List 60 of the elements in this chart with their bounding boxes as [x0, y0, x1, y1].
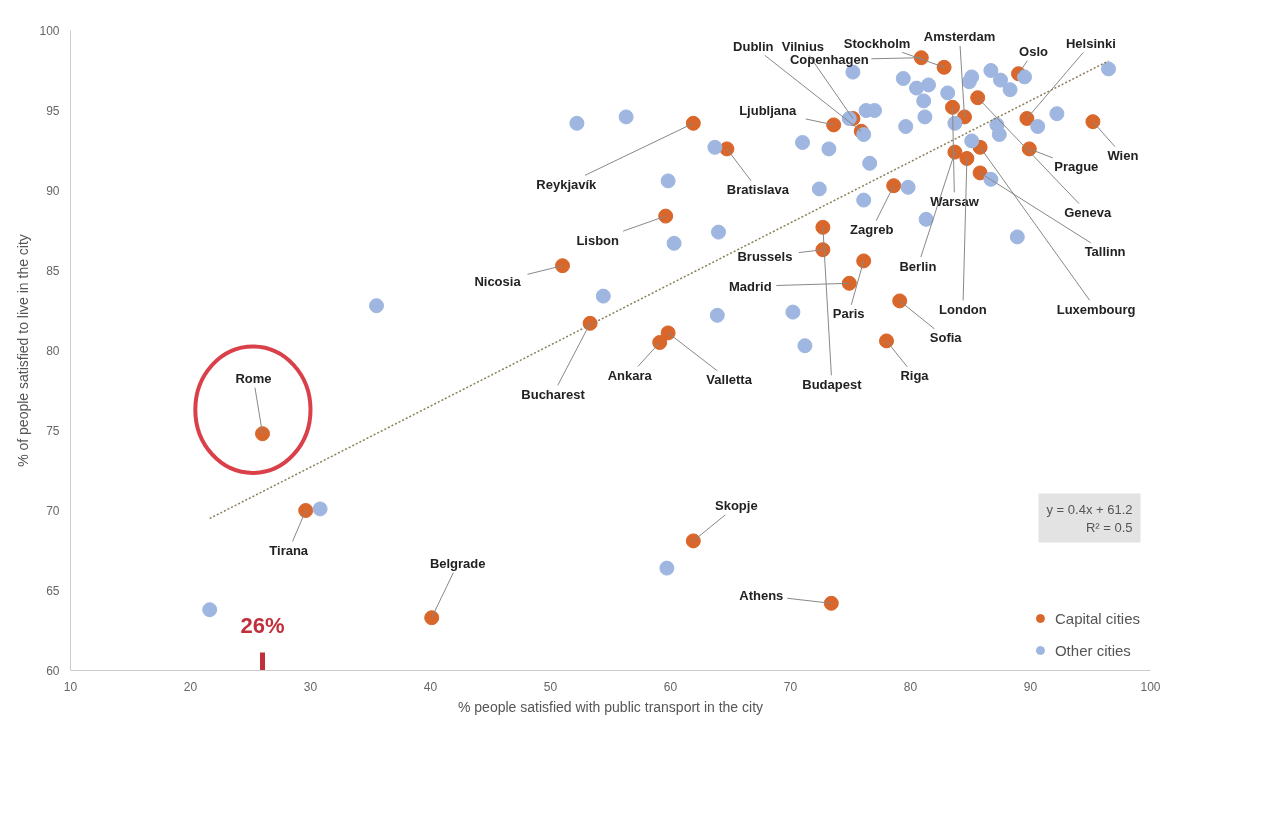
annotation: Stockholm [843, 35, 911, 51]
annotation: Oslo [1019, 44, 1049, 60]
annotation: Athens [739, 587, 784, 603]
x-tick-label: 70 [783, 679, 798, 694]
annotation: Bucharest [521, 386, 586, 402]
y-axis-title: % of people satisfied to live in the city [15, 234, 32, 467]
annotation: Prague [1054, 159, 1099, 175]
annotation: Tallinn [1084, 244, 1126, 260]
x-tick-label: 30 [303, 679, 318, 694]
annotation: Rome [235, 371, 272, 387]
annotation: Belgrade [429, 556, 486, 572]
x-tick-label: 90 [1023, 679, 1038, 694]
annotation: Paris [832, 306, 865, 322]
x-tick-label: 40 [423, 679, 438, 694]
y-tick-label: 95 [46, 104, 60, 118]
x-axis-title: % people satisfied with public transport in the city [457, 698, 764, 715]
annotation: Berlin [899, 258, 937, 274]
annotation: Helsinki [1065, 36, 1116, 51]
annotation: Zagreb [850, 222, 894, 238]
y-tick-label: 85 [46, 264, 60, 278]
x-tick-label: 80 [903, 679, 918, 694]
x-tick-label: 20 [183, 679, 198, 694]
y-tick-label: 90 [46, 184, 60, 198]
annotation: Brussels [737, 249, 793, 265]
x-tick-label: 10 [63, 679, 78, 694]
annotation: Budapest [802, 376, 863, 392]
annotation: Madrid [728, 278, 772, 294]
annotation: Wien [1107, 148, 1139, 164]
annotation: Tirana [269, 543, 309, 558]
annotation: Luxembourg [1056, 301, 1136, 317]
annotation: Amsterdam [923, 29, 996, 45]
annotation: Valletta [706, 372, 753, 388]
legend-label: Other cities [1054, 641, 1131, 659]
annotation: Bratislava [726, 182, 790, 198]
annotation: Warsaw [930, 193, 980, 209]
legend-label: Capital cities [1054, 609, 1140, 627]
y-tick-label: 75 [46, 424, 60, 438]
annotation: Nicosia [474, 274, 522, 290]
y-tick-label: 70 [46, 504, 60, 518]
y-tick-label: 60 [46, 664, 60, 678]
annotation: Reykjavík [536, 176, 598, 192]
x-tick-label: 100 [1140, 679, 1161, 694]
x-tick-label: 50 [543, 679, 558, 694]
annotation: Copenhagen [789, 52, 869, 68]
annotation: Skopje [714, 498, 758, 514]
annotation: y = 0.4x + 61.2 R² = 0.5 [1046, 501, 1133, 535]
ref-line-label: 26% [240, 613, 285, 638]
annotation: London [939, 302, 987, 317]
annotation: Vilnius [781, 39, 825, 54]
annotation: Riga [900, 368, 930, 384]
annotation: Ljubljana [739, 103, 797, 119]
annotation: Dublin [733, 38, 774, 54]
y-tick-label: 80 [46, 344, 60, 358]
annotation: Geneva [1064, 205, 1112, 221]
x-tick-label: 60 [663, 679, 678, 694]
y-tick-label: 100 [39, 24, 60, 38]
y-tick-label: 65 [46, 584, 60, 598]
annotation: Sofia [929, 330, 963, 346]
annotation: Ankara [607, 368, 653, 383]
annotation: Lisbon [576, 232, 620, 248]
